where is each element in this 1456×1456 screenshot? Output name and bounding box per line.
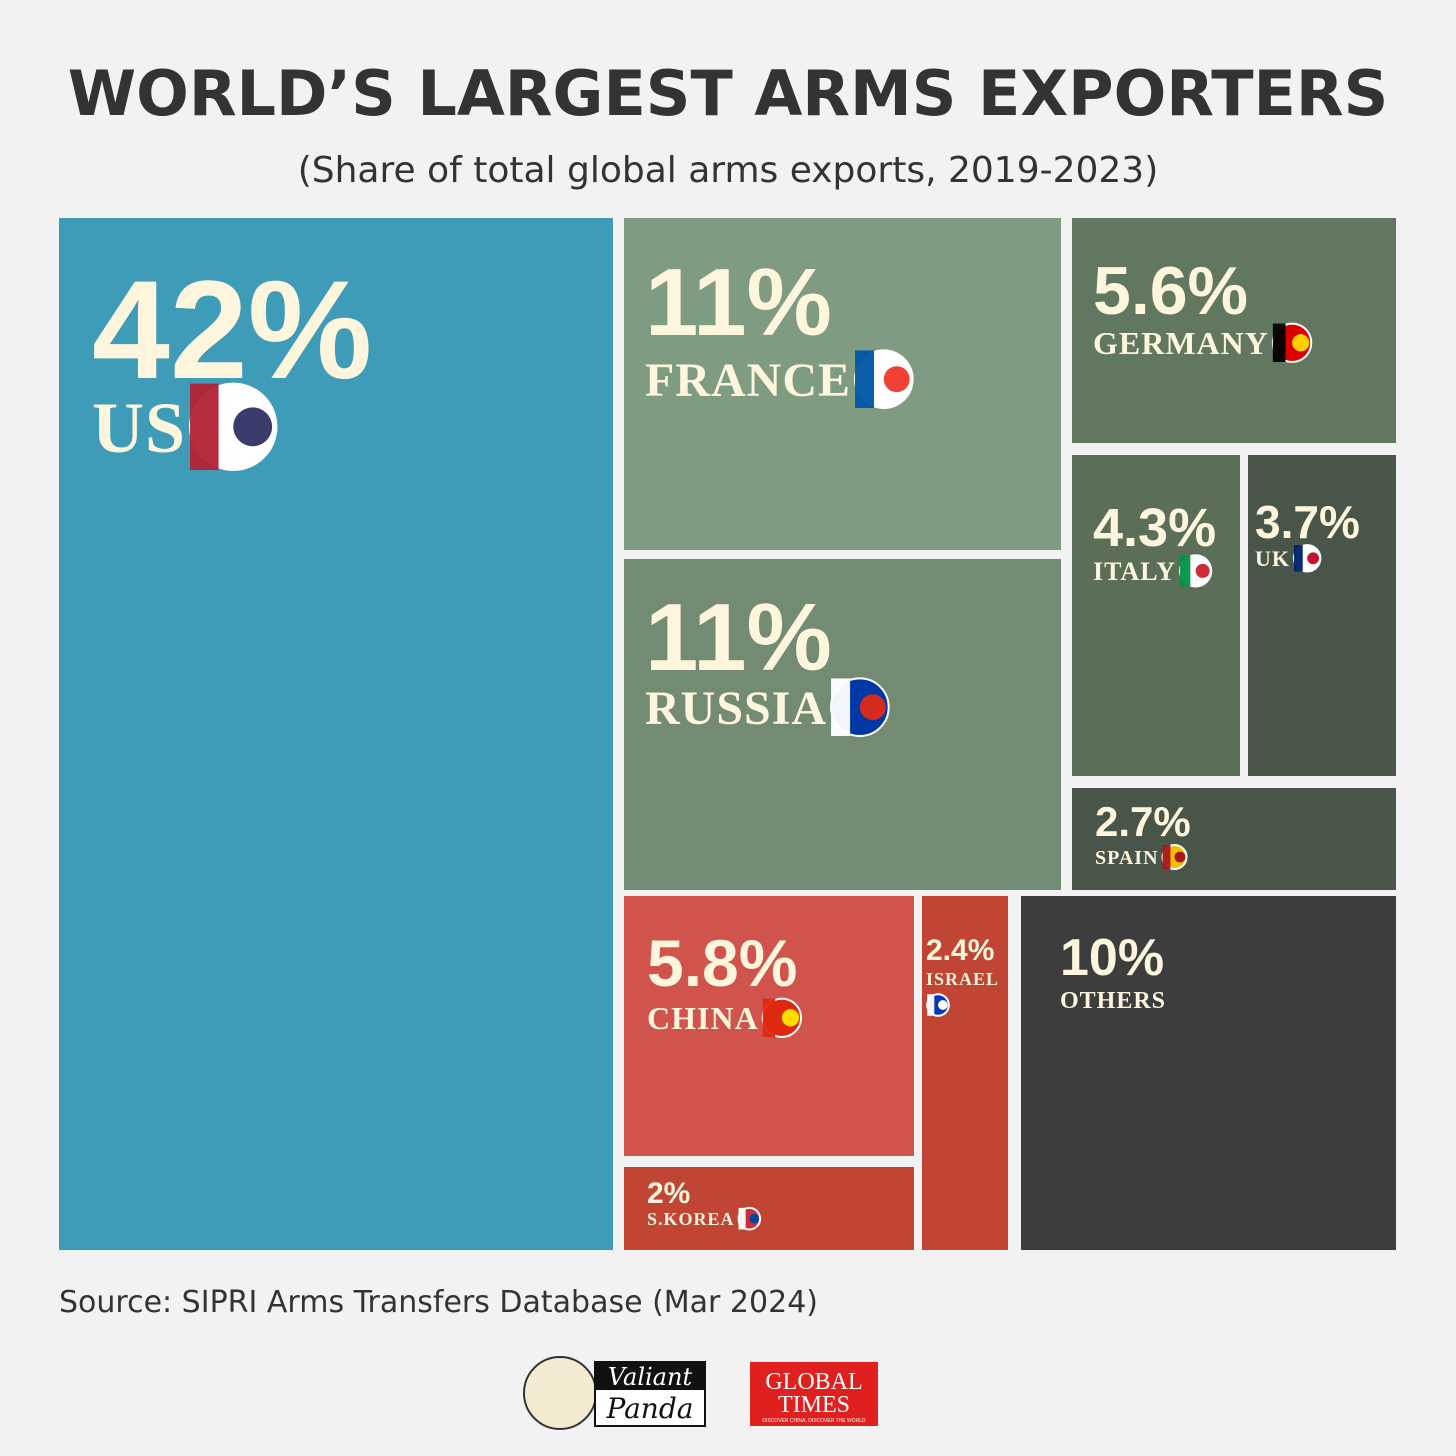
value-label: 4.3% <box>1093 498 1216 558</box>
source: Source: SIPRI Arms Transfers Database (M… <box>59 1285 818 1320</box>
tile <box>1072 788 1396 890</box>
tile <box>922 896 1008 1250</box>
flag <box>926 993 950 1017</box>
flag-dot <box>1174 851 1186 863</box>
logo-text: Valiant <box>608 1363 693 1391</box>
flag-band <box>1162 845 1171 869</box>
logo-tagline: DISCOVER CHINA, DISCOVER THE WORLD <box>762 1418 866 1424</box>
category-label: ITALY <box>1093 557 1176 586</box>
flag <box>830 677 890 738</box>
flag <box>1179 554 1213 588</box>
value-label: 11% <box>645 584 832 691</box>
tile <box>1021 896 1396 1250</box>
value-label: 3.7% <box>1255 496 1360 548</box>
flag <box>1271 322 1313 363</box>
tile <box>624 1167 914 1250</box>
flag <box>761 997 803 1038</box>
category-label: ISRAEL <box>926 969 999 989</box>
flag <box>854 349 914 410</box>
flag <box>1161 844 1188 870</box>
flag-band <box>1294 545 1303 572</box>
flag-dot <box>781 1009 800 1027</box>
category-label: RUSSIA <box>645 682 827 735</box>
category-label: SPAIN <box>1095 847 1159 869</box>
flag-band <box>855 350 875 408</box>
tile <box>1072 455 1240 776</box>
logo-global-times: GLOBAL TIMES DISCOVER CHINA, DISCOVER TH… <box>750 1362 878 1426</box>
category-label: GERMANY <box>1093 325 1269 361</box>
flag-band <box>762 998 776 1037</box>
logo-text: Panda <box>606 1392 694 1425</box>
flag-band <box>831 678 851 736</box>
value-label: 5.8% <box>647 926 797 1000</box>
flag-band <box>1272 323 1286 362</box>
flag-dot <box>1307 552 1320 565</box>
value-label: 11% <box>645 249 832 356</box>
treemap: 42%US11%FRANCE11%RUSSIA5.6%GERMANY4.3%IT… <box>59 218 1396 1250</box>
category-label: FRANCE <box>645 354 851 407</box>
tile <box>1072 218 1396 443</box>
flag-band <box>1180 555 1191 587</box>
chart-title: WORLD’S LARGEST ARMS EXPORTERS <box>68 57 1389 130</box>
value-label: 42% <box>92 251 372 408</box>
category-label: US <box>92 388 186 468</box>
flag-band <box>927 994 935 1016</box>
category-label: S.KOREA <box>647 1209 735 1229</box>
flag <box>737 1206 762 1231</box>
logo-text: TIMES <box>778 1392 850 1418</box>
value-label: 10% <box>1060 929 1164 987</box>
tile <box>624 218 1061 550</box>
logo-text: GLOBAL <box>765 1369 862 1395</box>
flag-dot <box>938 1000 948 1010</box>
flag-band <box>738 1207 746 1230</box>
flag-band <box>190 383 219 470</box>
value-label: 2.7% <box>1095 798 1191 845</box>
panda-icon <box>523 1356 597 1430</box>
flag <box>189 382 278 471</box>
tile <box>1248 455 1396 776</box>
flag-dot <box>1195 563 1210 578</box>
flag-dot <box>749 1213 760 1224</box>
logo-band <box>595 1362 705 1390</box>
logo-box <box>750 1362 878 1426</box>
category-label: CHINA <box>647 1000 759 1036</box>
logo-valiant-panda: Valiant Panda <box>523 1356 706 1430</box>
category-label: OTHERS <box>1060 988 1166 1014</box>
value-label: 2% <box>647 1177 690 1210</box>
value-label: 5.6% <box>1093 253 1248 329</box>
flag-dot <box>859 694 886 721</box>
chart-subtitle: (Share of total global arms exports, 201… <box>298 150 1159 191</box>
tile <box>59 218 613 1250</box>
flag <box>1293 544 1322 573</box>
flag-dot <box>233 407 273 447</box>
flag-dot <box>883 366 910 393</box>
flag-dot <box>1292 334 1310 352</box>
value-label: 2.4% <box>926 934 994 967</box>
category-label: UK <box>1255 546 1290 571</box>
